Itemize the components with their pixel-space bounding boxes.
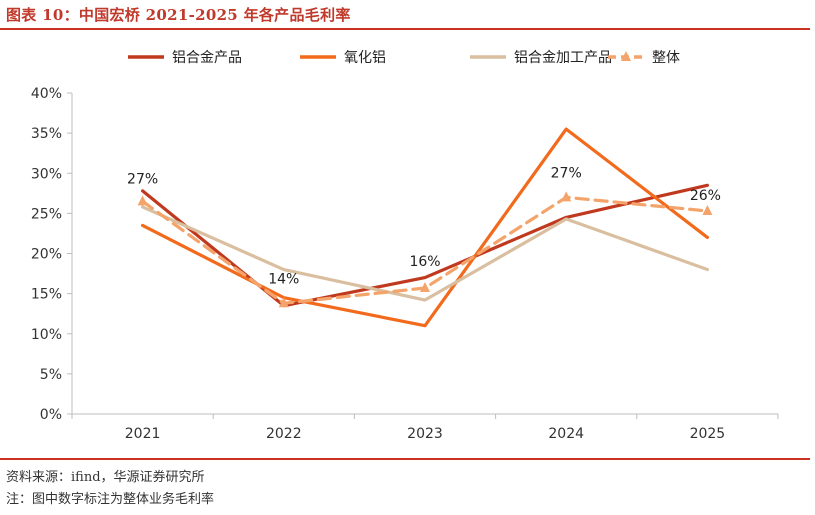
series-marker (702, 204, 713, 215)
title-rule (0, 28, 810, 30)
footnote: 注：图中数字标注为整体业务毛利率 (6, 492, 215, 507)
legend-label-3: 整体 (652, 50, 680, 66)
y-tick-label: 25% (31, 206, 62, 222)
series-marker (420, 282, 430, 293)
legend-marker (621, 51, 631, 61)
legend-label-1: 氧化铝 (344, 50, 386, 66)
data-labels: 27% 14% 16% 27% 26% (127, 165, 721, 287)
legend-label-2: 铝合金加工产品 (514, 50, 612, 66)
data-label: 27% (551, 165, 582, 181)
y-tick-label: 5% (40, 367, 62, 383)
y-tick-label: 10% (31, 327, 62, 343)
series-marker (278, 297, 289, 308)
y-tick-label: 15% (31, 287, 62, 303)
series-marker (137, 195, 148, 206)
y-tick-label: 0% (40, 407, 62, 423)
series-lines (137, 127, 713, 328)
figure-title: 图表 10：中国宏桥 2021-2025 年各产品毛利率 (6, 6, 351, 24)
legend-label-0: 铝合金产品 (172, 50, 242, 66)
legend: 铝合金产品 氧化铝 铝合金加工产品 整体 (128, 50, 680, 66)
x-tick-label: 2024 (548, 426, 584, 442)
y-tick-label: 20% (31, 247, 62, 263)
line-chart: 铝合金产品 氧化铝 铝合金加工产品 整体 0% 5% 10% 15% 20% 25% 30% 35%… (31, 50, 779, 442)
footer-rule (0, 458, 810, 460)
y-tick-label: 35% (31, 126, 62, 142)
source-note: 资料来源：ifind，华源证券研究所 (6, 470, 205, 485)
x-tick-label: 2022 (266, 426, 302, 442)
axes: 0% 5% 10% 15% 20% 25% 30% 35% 40% 2021 2022 2023 202… (31, 86, 779, 442)
series-marker (561, 191, 572, 202)
y-tick-label: 40% (31, 86, 62, 102)
data-label: 26% (690, 188, 721, 204)
x-tick-label: 2023 (407, 426, 443, 442)
data-label: 16% (409, 254, 440, 270)
data-label: 27% (127, 171, 158, 187)
y-tick-label: 30% (31, 166, 62, 182)
x-tick-label: 2025 (690, 426, 726, 442)
x-tick-label: 2021 (125, 426, 161, 442)
series-line-2 (141, 205, 710, 302)
data-label: 14% (268, 271, 299, 287)
series-line-1 (141, 127, 710, 328)
